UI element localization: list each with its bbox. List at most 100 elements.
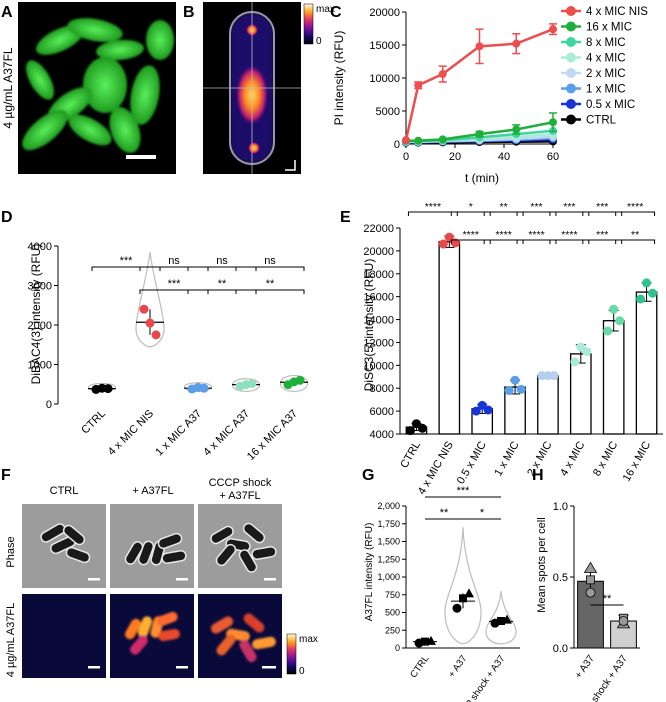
panel-a-side-label: 4 µg/mL A37FL	[1, 47, 15, 129]
scale-bar	[264, 578, 276, 581]
significance-label: ns	[168, 255, 180, 267]
colorbar-min-label: 0	[299, 666, 305, 677]
y-tick-label: 0.0	[553, 643, 568, 655]
data-point	[139, 304, 149, 314]
legend-marker	[566, 6, 576, 16]
x-tick-label: 4 x MIC	[558, 439, 587, 478]
fluor-tile-cccp	[198, 594, 282, 678]
data-point	[414, 81, 423, 90]
y-tick-label: 250	[385, 625, 400, 635]
x-tick-label: CTRL	[398, 440, 423, 471]
y-tick-label: 1,500	[377, 537, 400, 547]
data-point	[648, 288, 658, 298]
panel-f-col-a37fl: + A37FL	[132, 485, 173, 497]
legend-marker	[566, 99, 576, 109]
phase-tile-cccp	[198, 504, 282, 588]
legend-marker	[566, 114, 576, 125]
significance-label: ****	[561, 229, 577, 241]
data-point	[199, 383, 209, 393]
significance-bracket	[516, 239, 557, 244]
significance-bracket	[91, 266, 161, 271]
data-point	[618, 616, 629, 626]
significance-label: ns	[264, 255, 276, 267]
y-tick-label: 6000	[370, 406, 394, 418]
y-tick-label: 16000	[363, 292, 394, 304]
y-tick-label: 15000	[369, 40, 400, 52]
significance-label: ***	[563, 201, 575, 213]
scale-bar	[88, 578, 100, 581]
data-point	[603, 326, 613, 336]
panel-label-a: A	[1, 4, 13, 21]
data-point	[247, 378, 257, 388]
legend-label: 4 x MIC NIS	[586, 6, 648, 18]
panel-b-colorbar: max 0	[303, 3, 335, 47]
fluor-tile-a37fl	[110, 594, 194, 678]
data-point	[586, 575, 595, 585]
significance-label: ****	[627, 201, 643, 213]
significance-bracket	[483, 211, 524, 216]
data-point	[452, 603, 462, 613]
x-tick-label: CTRL	[79, 408, 108, 437]
y-tick-label: 18000	[363, 269, 394, 281]
chart-g-ylabel: A37FL intensity (RFU)	[364, 523, 375, 622]
data-point	[497, 617, 505, 626]
legend-label: 0.5 x MIC	[586, 99, 635, 111]
significance-label: **	[631, 229, 639, 241]
legend-label: CTRL	[586, 115, 617, 127]
panel-f: CTRL + A37FL CCCP shock + A37FL Phase 4 …	[5, 477, 318, 678]
x-tick-label: 16 x MIC A37	[245, 408, 300, 463]
significance-bracket	[549, 211, 590, 216]
data-point	[450, 238, 460, 248]
panel-f-col-cccp-2: + A37FL	[219, 490, 260, 502]
y-tick-label: 22000	[363, 223, 394, 235]
panel-label-h: H	[532, 467, 544, 484]
data-point	[549, 25, 557, 34]
colorbar-min-label: 0	[316, 36, 322, 47]
y-tick-label: 0	[395, 643, 400, 653]
panel-f-row-phase: Phase	[5, 536, 17, 567]
significance-label: ***	[457, 485, 471, 497]
chart-c-xlabel: t (min)	[465, 171, 499, 185]
significance-bracket	[516, 211, 557, 216]
significance-bracket	[450, 211, 491, 216]
series-line	[404, 27, 554, 141]
data-point	[475, 42, 484, 51]
significance-bracket	[450, 239, 491, 244]
significance-label: ****	[528, 229, 544, 241]
scale-bar	[176, 578, 188, 581]
y-tick-label: 20000	[363, 246, 394, 258]
x-tick-label: 20	[449, 151, 461, 163]
y-tick-label: 1000	[28, 360, 52, 372]
y-tick-label: 0	[394, 139, 400, 151]
significance-label: ****	[495, 229, 511, 241]
panel-b-micrograph	[203, 2, 301, 174]
significance-bracket	[407, 211, 458, 216]
chart-e-ylabel: DiSC3(5) intensity (RFU)	[362, 259, 376, 392]
data-point	[585, 587, 596, 598]
panel-f-colorbar: max 0	[286, 633, 318, 677]
data-point	[582, 347, 592, 357]
significance-label: *	[480, 507, 485, 519]
significance-label: ****	[463, 229, 479, 241]
y-tick-label: 12000	[363, 337, 394, 349]
legend-marker	[566, 68, 576, 78]
significance-bracket	[139, 266, 209, 271]
data-point	[151, 330, 161, 340]
x-tick-label: + A37	[446, 653, 469, 679]
y-tick-label: 4000	[28, 241, 52, 253]
legend-label: 2 x MIC	[586, 68, 626, 80]
legend-marker	[566, 37, 576, 47]
violin	[231, 378, 261, 392]
chart-d: DiBAC4(3) intensity (RFU) 0 1000 2000 3000 4…	[28, 241, 309, 463]
significance-bracket	[615, 211, 656, 216]
data-point	[549, 371, 559, 381]
x-tick-label: 4 x MIC NIS	[106, 408, 156, 458]
violin	[135, 251, 165, 348]
colorbar-max-label: max	[316, 4, 335, 15]
colorbar-max-label: max	[299, 634, 318, 645]
data-point	[471, 406, 481, 416]
significance-bracket	[549, 239, 590, 244]
scale-bar	[176, 666, 188, 669]
data-point	[464, 588, 474, 598]
